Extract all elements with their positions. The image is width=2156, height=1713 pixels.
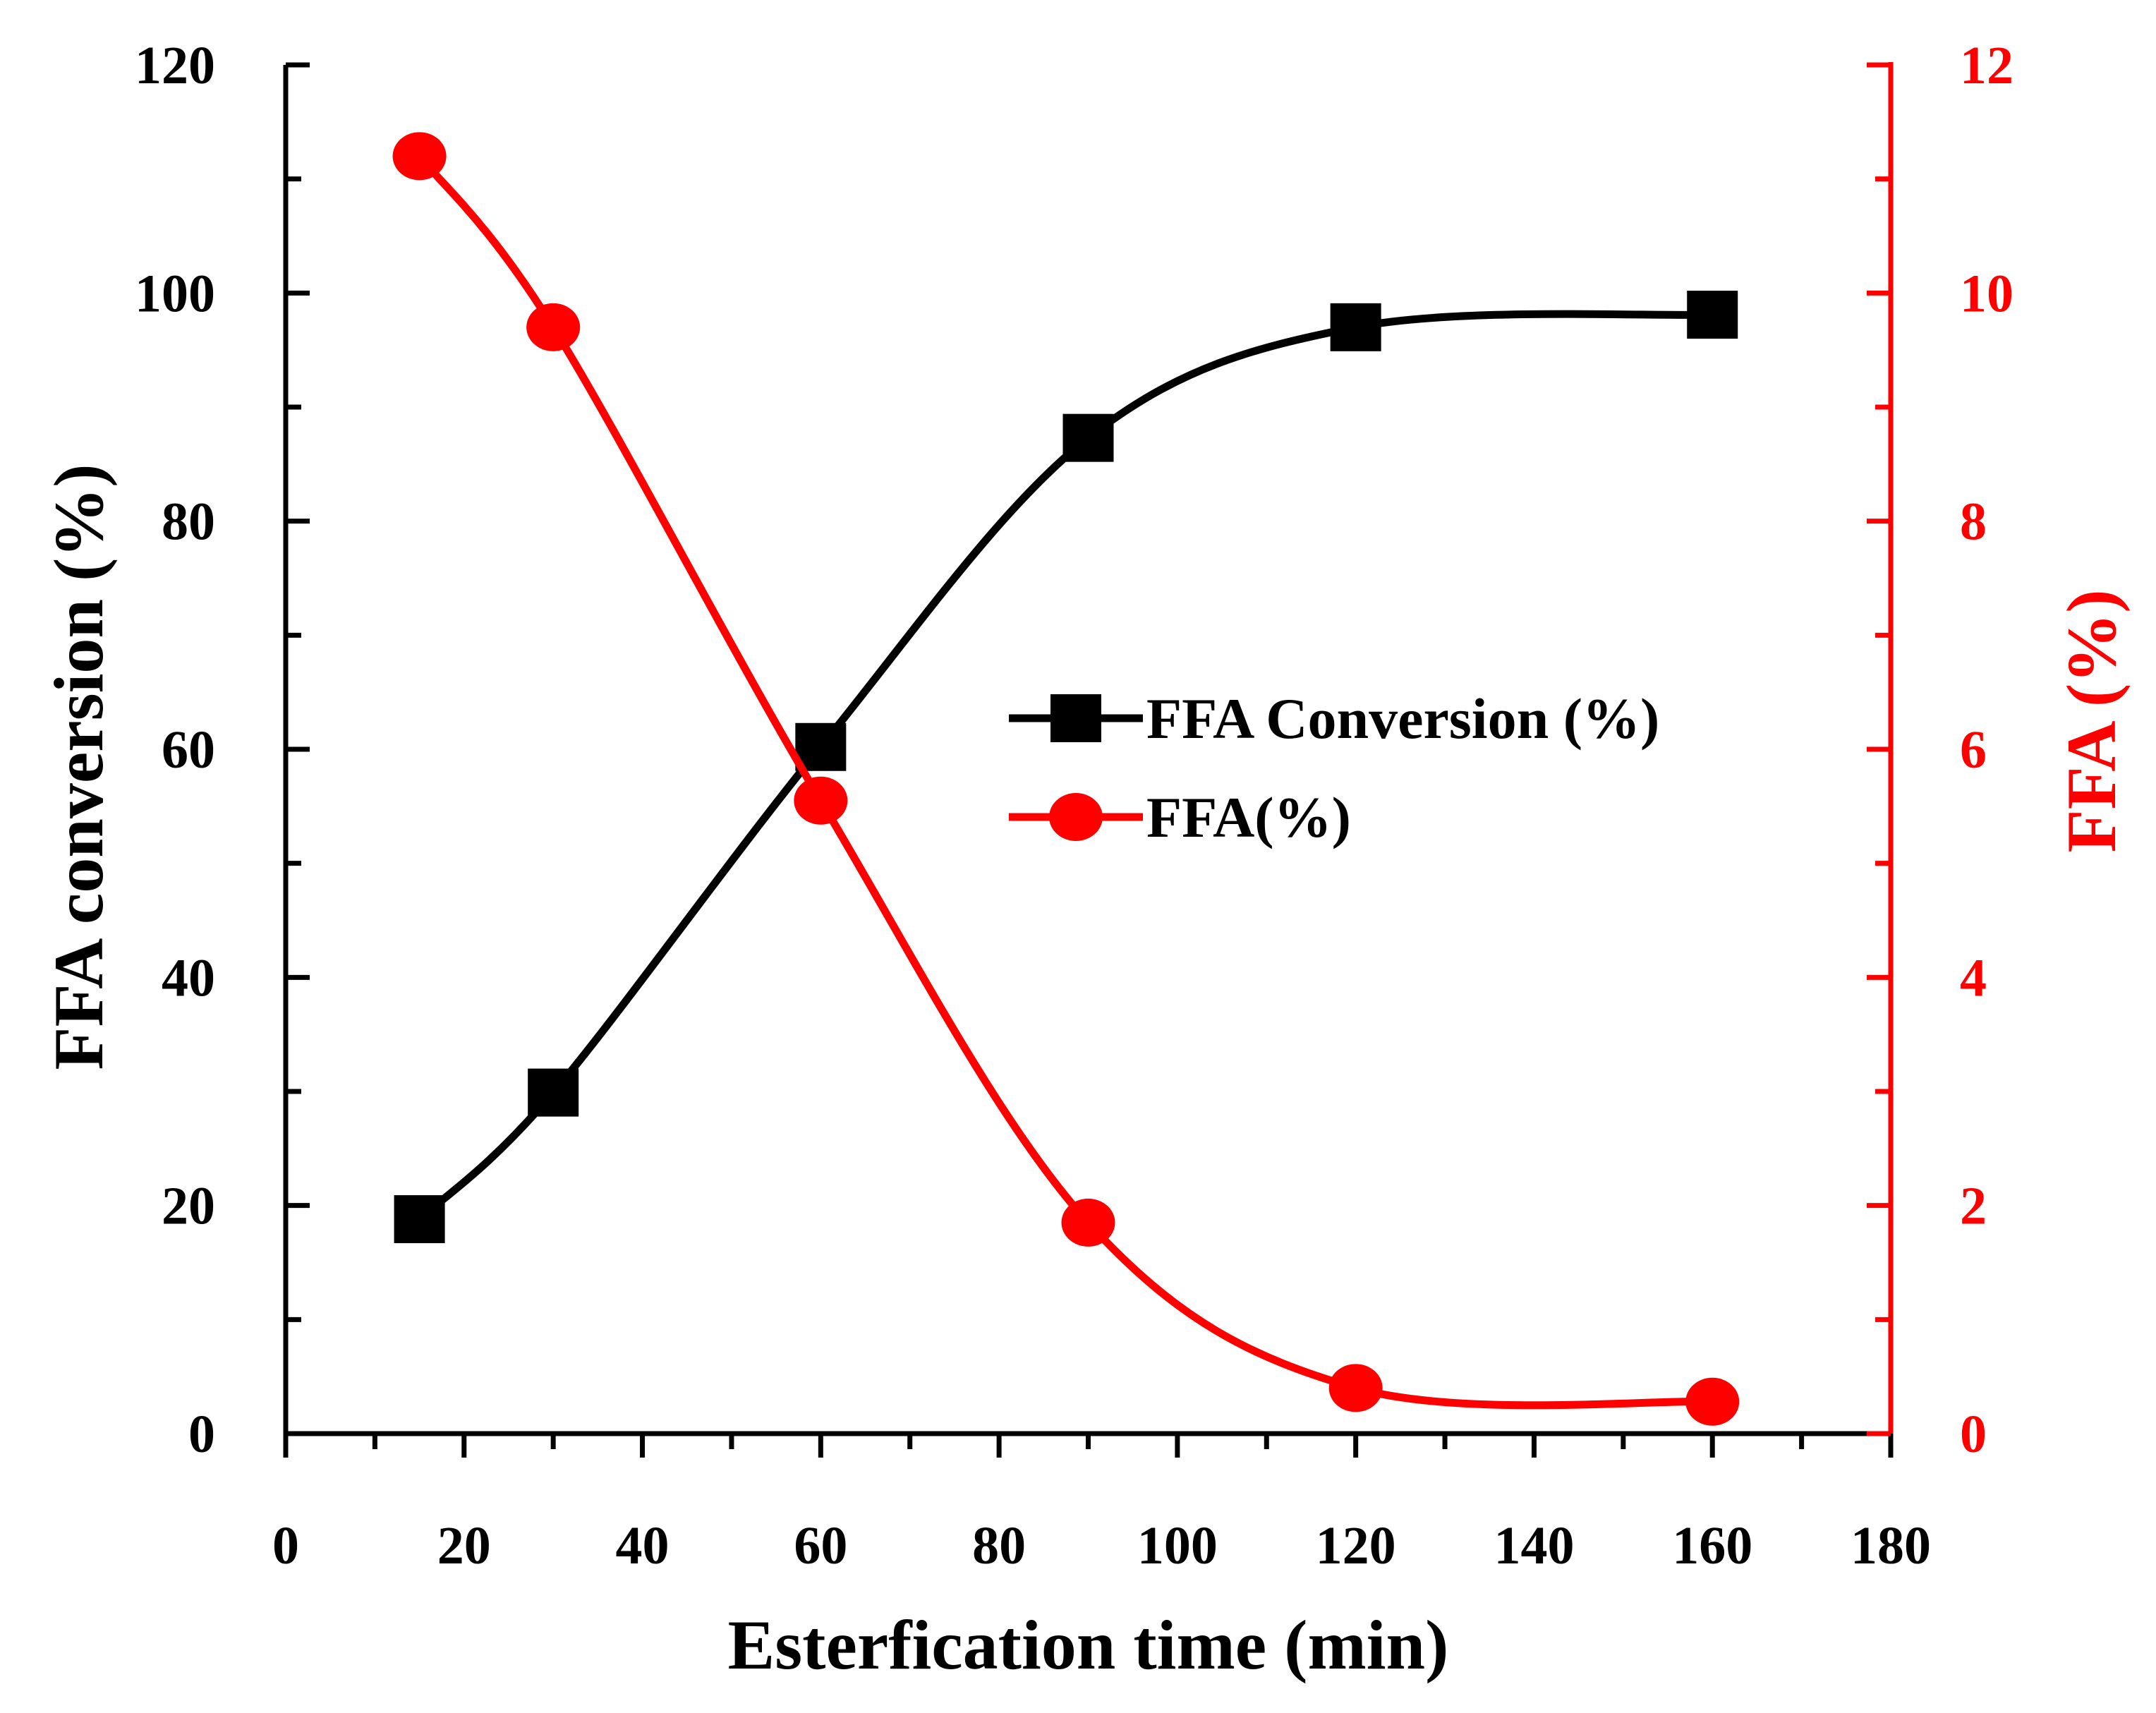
data-point-circle [794,776,848,825]
data-point-circle [1685,1377,1740,1426]
x-tick-label: 140 [1494,1516,1574,1575]
data-point-circle [1328,1364,1383,1412]
x-tick-label: 180 [1851,1516,1931,1575]
y-right-tick-label: 2 [1960,1177,1987,1236]
legend-marker-square [1050,694,1101,742]
legend: FFA Conversion (%) FFA(%) [1009,686,1659,849]
x-tick-label: 20 [437,1516,491,1575]
y-left-tick-label: 80 [162,492,215,552]
x-tick-label: 100 [1137,1516,1218,1575]
x-tick-label: 60 [794,1516,847,1575]
x-tick-label: 0 [272,1516,299,1575]
labels-layer: 0 20 40 60 80 100 120 140 160 180 0 20 40 60 80 100 120 0… [40,36,2131,1684]
data-point-square [394,1195,445,1244]
y-right-tick-label: 6 [1960,720,1987,780]
y-left-tick-label: 0 [188,1405,215,1464]
data-point-circle [392,132,447,181]
data-point-square [528,1068,579,1117]
y-left-tick-label: 60 [162,720,215,780]
y-left-tick-label: 100 [135,264,215,323]
y-right-tick-label: 0 [1960,1405,1987,1464]
y-left-tick-label: 120 [135,36,215,95]
legend-label-1: FFA(%) [1146,785,1351,849]
y-left-tick-label: 20 [162,1177,215,1236]
data-point-circle [526,303,581,351]
y-axis-left-title: FFA conversion (%) [40,464,118,1070]
y-right-tick-label: 4 [1960,948,1987,1007]
x-tick-label: 80 [972,1516,1026,1575]
legend-marker-circle [1049,793,1103,841]
y-left-tick-label: 40 [162,948,215,1007]
axes [283,62,1894,1458]
x-axis-title: Esterfication time (min) [728,1606,1449,1684]
y-axis-right-title: FFA (%) [2052,589,2131,852]
x-tick-label: 160 [1672,1516,1752,1575]
data-point-circle [1061,1198,1115,1247]
y-right-tick-label: 8 [1960,492,1987,552]
y-right-tick-label: 12 [1960,36,2013,95]
x-tick-label: 120 [1316,1516,1396,1575]
y-right-tick-label: 10 [1960,264,2013,323]
x-tick-label: 40 [616,1516,670,1575]
data-point-square [1330,303,1381,351]
legend-label-0: FFA Conversion (%) [1146,686,1659,751]
data-point-square [1062,413,1114,462]
data-point-square [1687,291,1738,339]
data-point-square [795,722,847,771]
series-layer [392,132,1740,1426]
